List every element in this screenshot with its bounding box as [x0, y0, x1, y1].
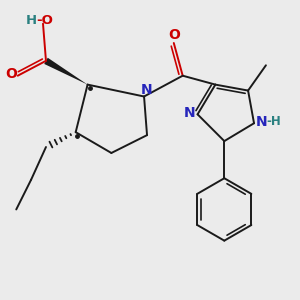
Text: O: O	[168, 28, 180, 42]
Polygon shape	[44, 58, 88, 85]
Text: N: N	[256, 115, 267, 129]
Text: H: H	[26, 14, 37, 27]
Text: -H: -H	[266, 115, 281, 128]
Text: N: N	[183, 106, 195, 120]
Text: N: N	[141, 83, 152, 97]
Text: O: O	[5, 67, 17, 81]
Text: -O: -O	[36, 14, 53, 27]
